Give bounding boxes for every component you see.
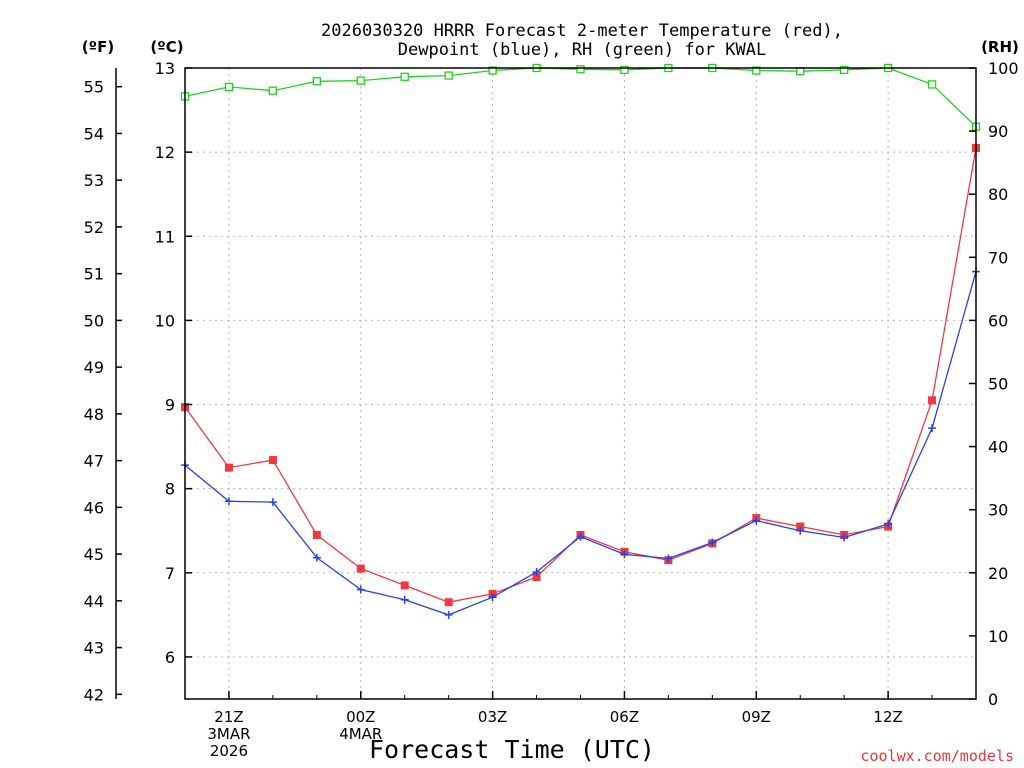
fahrenheit-tick-label: 46 bbox=[84, 498, 104, 517]
fahrenheit-tick-label: 51 bbox=[84, 265, 104, 284]
fahrenheit-tick-label: 45 bbox=[84, 545, 104, 564]
rh-point bbox=[927, 80, 937, 89]
time-tick-label: 12Z bbox=[873, 708, 902, 726]
dewpoint-point bbox=[576, 532, 585, 541]
series-dewpoint bbox=[181, 267, 980, 619]
rh-point bbox=[752, 66, 761, 75]
time-tick-label: 3MAR bbox=[207, 725, 250, 743]
dewpoint-point bbox=[928, 424, 937, 433]
rh-unit-label: (RH) bbox=[981, 38, 1019, 56]
temperature-point bbox=[268, 456, 277, 465]
time-tick-label: 2026 bbox=[210, 742, 248, 760]
plot-frame bbox=[184, 67, 977, 700]
rh-line bbox=[184, 67, 977, 128]
dewpoint-point bbox=[884, 520, 893, 529]
rh-point bbox=[268, 86, 278, 95]
dewpoint-point bbox=[268, 498, 277, 507]
time-tick-label: 21Z bbox=[214, 708, 243, 726]
credit-label: coolwx.com/models bbox=[860, 747, 1014, 765]
fahrenheit-tick-label: 54 bbox=[84, 124, 104, 143]
fahrenheit-axis: 42 43 44 45 46 47 48 49 50 51 52 53 54 55 bbox=[84, 78, 122, 704]
time-tick-label: 06Z bbox=[610, 708, 639, 726]
rh-tick-label: 0 bbox=[988, 690, 998, 709]
fahrenheit-tick-label: 50 bbox=[84, 311, 104, 330]
rh-tick-label: 80 bbox=[988, 185, 1008, 204]
dewpoint-point bbox=[312, 553, 321, 562]
fahrenheit-tick-label: 55 bbox=[84, 78, 104, 97]
dewpoint-point bbox=[796, 526, 805, 535]
dewpoint-line bbox=[184, 271, 977, 616]
celsius-axis: 6 7 8 9 10 11 12 13 bbox=[155, 59, 192, 667]
dewpoint-point bbox=[224, 497, 233, 506]
fahrenheit-tick-label: 47 bbox=[84, 452, 104, 471]
chart-title-line2: Dewpoint (blue), RH (green) for KWAL bbox=[398, 40, 766, 60]
temperature-point bbox=[224, 463, 233, 472]
fahrenheit-unit-label: (ºF) bbox=[82, 38, 114, 56]
x-axis-title: Forecast Time (UTC) bbox=[369, 735, 655, 764]
rh-tick-label: 30 bbox=[988, 501, 1008, 520]
data-series bbox=[180, 63, 981, 619]
fahrenheit-tick-label: 49 bbox=[84, 358, 104, 377]
chart-title-line1: 2026030320 HRRR Forecast 2-meter Tempera… bbox=[321, 21, 843, 41]
celsius-unit-label: (ºC) bbox=[150, 38, 183, 56]
dewpoint-point bbox=[400, 595, 409, 604]
fahrenheit-tick-label: 42 bbox=[84, 685, 104, 704]
fahrenheit-tick-label: 44 bbox=[84, 592, 104, 611]
fahrenheit-tick-label: 52 bbox=[84, 218, 104, 237]
temperature-point bbox=[532, 573, 541, 582]
fahrenheit-tick-label: 43 bbox=[84, 639, 104, 658]
dewpoint-point bbox=[444, 610, 453, 619]
rh-tick-label: 10 bbox=[988, 627, 1008, 646]
rh-tick-label: 20 bbox=[988, 564, 1008, 583]
temperature-point bbox=[400, 581, 409, 590]
celsius-tick-label: 9 bbox=[165, 396, 175, 415]
celsius-tick-label: 13 bbox=[155, 59, 175, 78]
rh-point bbox=[356, 76, 365, 85]
temperature-point bbox=[356, 564, 365, 573]
celsius-tick-label: 10 bbox=[155, 311, 175, 330]
rh-point bbox=[840, 65, 849, 75]
dewpoint-point bbox=[356, 585, 365, 594]
rh-point bbox=[400, 72, 409, 81]
dewpoint-point bbox=[840, 533, 849, 542]
fahrenheit-tick-label: 53 bbox=[84, 171, 104, 190]
celsius-tick-label: 8 bbox=[165, 480, 175, 499]
rh-tick-label: 50 bbox=[988, 375, 1008, 394]
time-tick-label: 03Z bbox=[478, 708, 507, 726]
rh-tick-label: 70 bbox=[988, 248, 1008, 267]
temperature-point bbox=[444, 598, 453, 607]
rh-tick-label: 100 bbox=[988, 59, 1019, 78]
rh-tick-label: 90 bbox=[988, 122, 1008, 141]
dewpoint-point bbox=[620, 550, 629, 559]
temperature-point bbox=[312, 530, 321, 539]
rh-axis: 0 10 20 30 40 50 60 70 80 90 100 bbox=[969, 59, 1019, 709]
grid-lines bbox=[185, 67, 976, 699]
rh-point bbox=[444, 71, 453, 80]
celsius-tick-label: 6 bbox=[165, 648, 175, 667]
rh-point bbox=[620, 65, 629, 75]
rh-point bbox=[224, 82, 234, 92]
fahrenheit-tick-label: 48 bbox=[84, 405, 104, 424]
temperature-point bbox=[796, 522, 805, 531]
temperature-point bbox=[928, 396, 937, 405]
dewpoint-point bbox=[664, 554, 673, 563]
rh-tick-label: 40 bbox=[988, 438, 1008, 457]
time-tick-label: 00Z bbox=[346, 708, 375, 726]
rh-tick-label: 60 bbox=[988, 311, 1008, 330]
celsius-tick-label: 7 bbox=[165, 564, 175, 583]
dewpoint-point bbox=[708, 538, 717, 547]
series-rh bbox=[180, 63, 981, 131]
dewpoint-point bbox=[488, 593, 497, 602]
celsius-tick-label: 12 bbox=[155, 143, 175, 162]
rh-point bbox=[312, 77, 321, 86]
dewpoint-point bbox=[532, 567, 541, 576]
rh-point bbox=[576, 65, 585, 74]
celsius-tick-label: 11 bbox=[155, 227, 175, 246]
time-tick-label: 4MAR bbox=[339, 725, 382, 743]
rh-point bbox=[488, 66, 497, 75]
time-tick-label: 09Z bbox=[742, 708, 771, 726]
dewpoint-point bbox=[752, 516, 761, 525]
